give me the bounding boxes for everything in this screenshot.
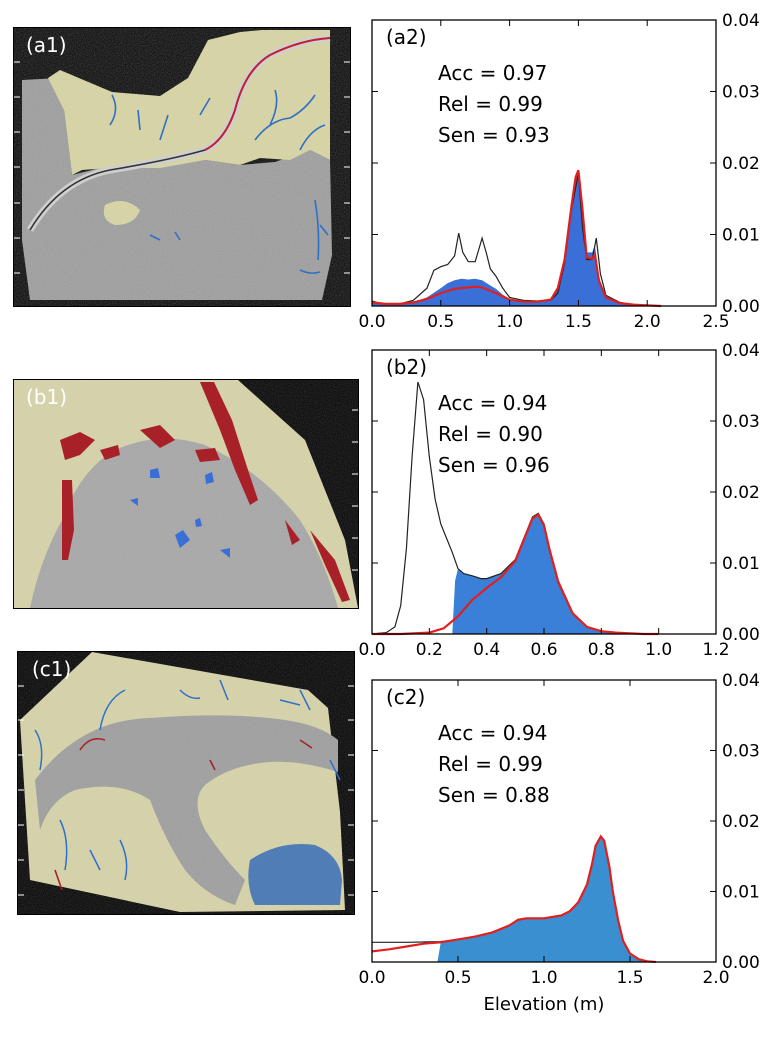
x-tick-label: 1.2 — [702, 640, 729, 660]
map-panel-b1: (b1) — [13, 379, 359, 609]
x-tick-label: 0.8 — [588, 640, 615, 660]
x-tick-label: 1.5 — [565, 312, 592, 332]
y-tick-label: 0.04 — [722, 341, 760, 361]
x-tick-label: 0.5 — [427, 312, 454, 332]
stat-label: Sen = 0.93 — [438, 123, 550, 147]
x-tick-label: 1.0 — [530, 968, 557, 988]
stat-label: Acc = 0.94 — [438, 721, 547, 745]
y-tick-label: 0.02 — [722, 154, 760, 174]
x-tick-label: 1.5 — [616, 968, 643, 988]
x-tick-label: 0.6 — [530, 640, 557, 660]
y-tick-label: 0.00 — [722, 953, 760, 973]
series-0-area — [437, 836, 656, 962]
y-tick-label: 0.04 — [722, 11, 760, 31]
stat-label: Rel = 0.99 — [438, 92, 543, 116]
y-tick-label: 0.02 — [722, 483, 760, 503]
x-tick-label: 2.0 — [702, 968, 729, 988]
x-tick-label: 1.0 — [496, 312, 523, 332]
y-tick-label: 0.03 — [722, 83, 760, 103]
y-tick-label: 0.02 — [722, 812, 760, 832]
series-1-line — [371, 173, 662, 307]
stat-label: Rel = 0.90 — [438, 422, 543, 446]
y-tick-label: 0.03 — [722, 742, 760, 762]
histogram-panel-b2: 0.0 0.2 0.4 0.6 0.8 1.0 1.20.00 0.01 0.02 0.03 0.0… — [358, 341, 759, 660]
histogram-panel-a2: 0.0 0.5 1.0 1.5 2.0 2.50.00 0.01 0.02 0.03 0.04 (a… — [358, 11, 759, 332]
map-label-a1: (a1) — [26, 33, 67, 57]
x-tick-label: 2.5 — [702, 312, 729, 332]
stat-label: Sen = 0.88 — [438, 783, 550, 807]
y-tick-label: 0.01 — [722, 883, 760, 903]
x-tick-label: 0.5 — [444, 968, 471, 988]
stat-label: Sen = 0.96 — [438, 453, 550, 477]
y-tick-label: 0.00 — [722, 625, 760, 645]
histogram-panel-c2: 0.0 0.5 1.0 1.5 2.00.00 0.01 0.02 0.03 0.04 (c2) A… — [358, 671, 759, 988]
x-axis-label: Elevation (m) — [484, 994, 605, 1015]
x-tick-label: 0.0 — [358, 968, 385, 988]
stat-label: Acc = 0.97 — [438, 61, 547, 85]
x-tick-label: 0.2 — [416, 640, 443, 660]
y-tick-label: 0.01 — [722, 554, 760, 574]
x-tick-label: 0.0 — [358, 312, 385, 332]
y-tick-label: 0.00 — [722, 297, 760, 317]
map-panel-a1: (a1) — [13, 27, 351, 307]
map-label-b1: (b1) — [26, 385, 67, 409]
panel-label: (c2) — [386, 685, 425, 709]
panel-label: (a2) — [386, 25, 427, 49]
x-tick-label: 0.0 — [358, 640, 385, 660]
map-panel-c1: (c1) — [17, 651, 355, 915]
series-2-line — [371, 834, 656, 964]
y-tick-label: 0.03 — [722, 412, 760, 432]
panel-label: (b2) — [386, 355, 427, 379]
series-0-area — [372, 171, 661, 306]
series-2-line — [372, 513, 659, 636]
x-tick-label: 0.4 — [473, 640, 500, 660]
stat-label: Acc = 0.94 — [438, 391, 547, 415]
map-label-c1: (c1) — [32, 657, 71, 681]
series-2-line — [371, 169, 662, 308]
y-tick-label: 0.04 — [722, 671, 760, 691]
y-tick-label: 0.01 — [722, 226, 760, 246]
stat-label: Rel = 0.99 — [438, 752, 543, 776]
x-tick-label: 2.0 — [634, 312, 661, 332]
x-tick-label: 1.0 — [645, 640, 672, 660]
